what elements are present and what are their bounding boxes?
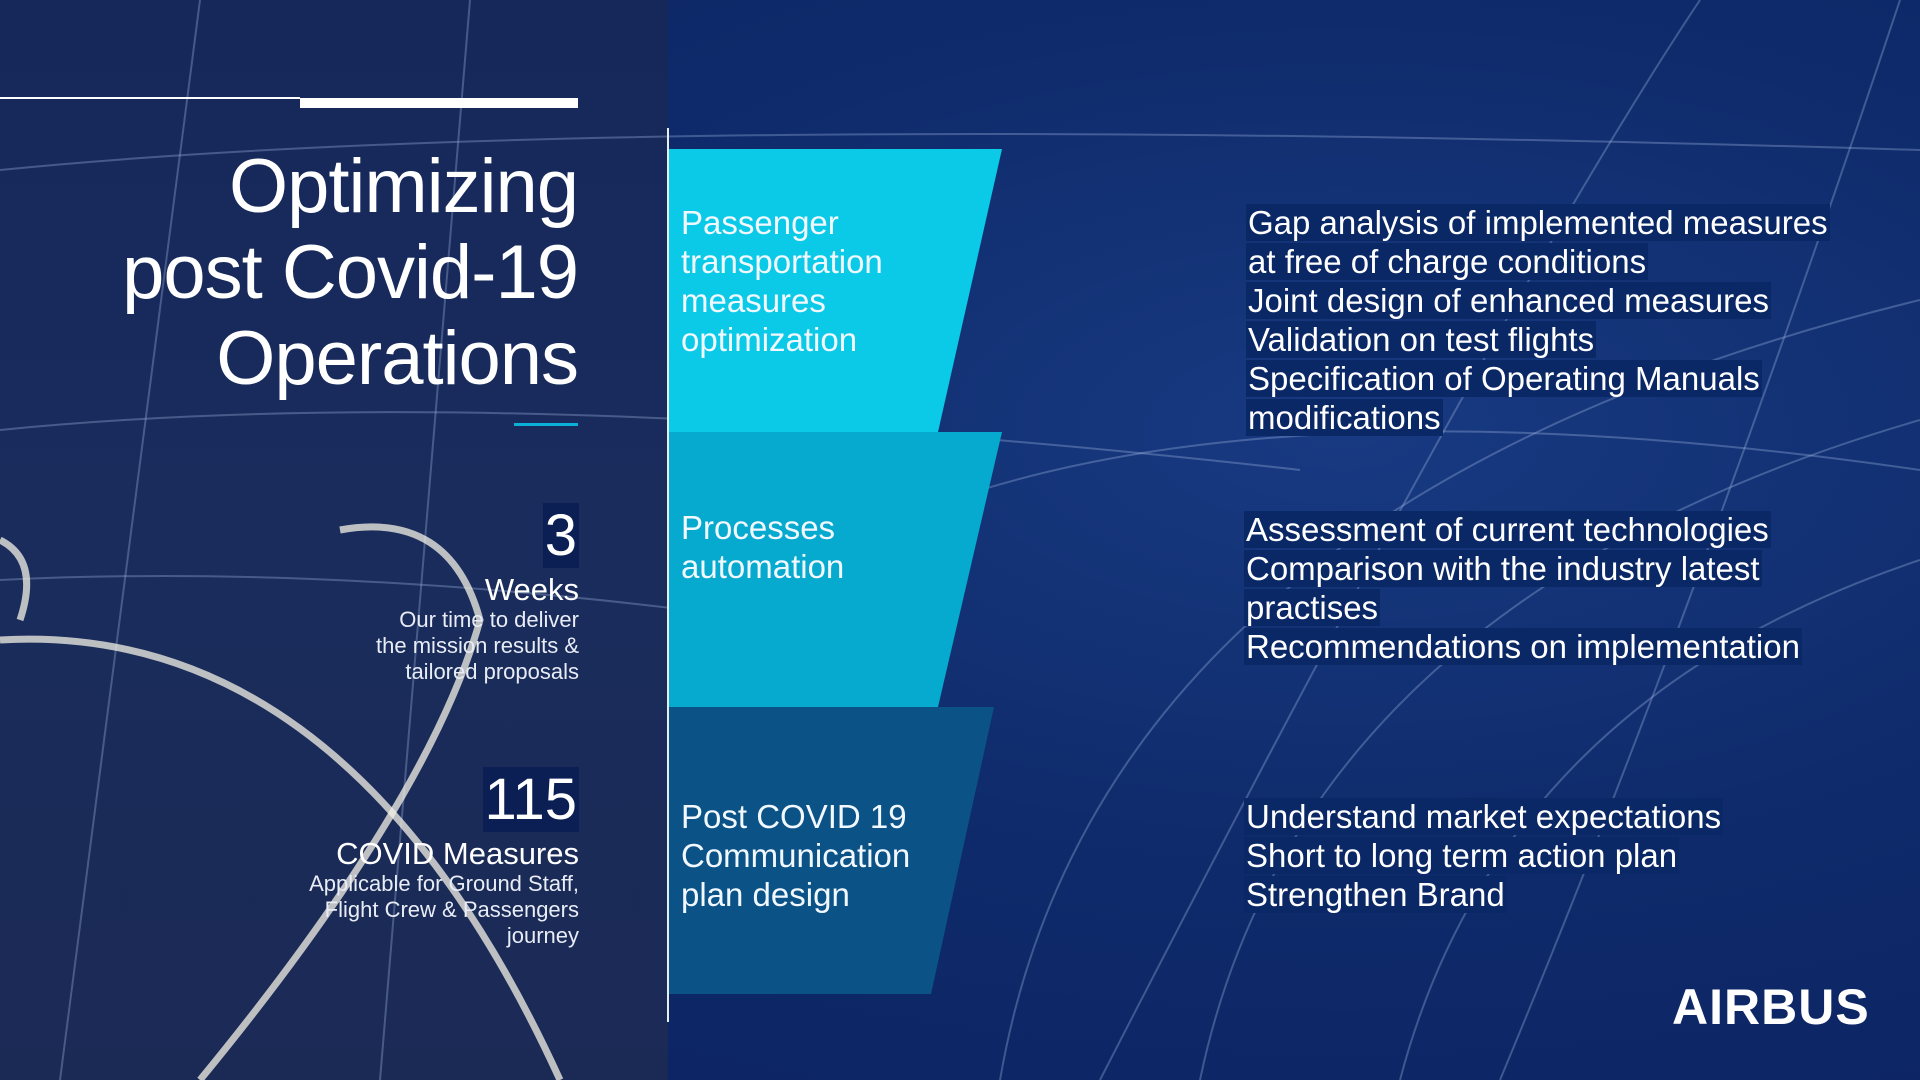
detail-item: Assessment of current technologies xyxy=(1244,511,1771,548)
funnel-stage-3 xyxy=(669,707,994,994)
detail-item: Comparison with the industry latest xyxy=(1244,550,1762,587)
stage-label-passenger: Passenger transportation measures optimi… xyxy=(681,204,883,358)
stat-weeks: 3 Weeks Our time to deliver the mission … xyxy=(376,503,579,685)
stage-3-details: Understand market expectations Short to … xyxy=(1244,797,1724,914)
stage-2-details: Assessment of current technologies Compa… xyxy=(1244,510,1802,666)
detail-item: Joint design of enhanced measures xyxy=(1246,282,1772,319)
title-underline-accent xyxy=(514,423,578,426)
stage-label-communication: Post COVID 19 Communication plan design xyxy=(681,798,911,913)
top-thin-line xyxy=(0,97,300,99)
detail-item: practises xyxy=(1244,589,1381,626)
detail-item: Gap analysis of implemented measures xyxy=(1246,204,1830,241)
stat-number: 3 xyxy=(542,503,579,568)
stage-label-automation: Processes automation xyxy=(681,509,845,585)
detail-item: Specification of Operating Manuals xyxy=(1246,360,1762,397)
stage-1-details: Gap analysis of implemented measures at … xyxy=(1246,203,1830,437)
detail-item: at free of charge conditions xyxy=(1246,243,1649,280)
page-title: Optimizing post Covid-19 Operations xyxy=(122,144,579,401)
funnel-stage-1 xyxy=(669,149,1002,432)
stat-number: 115 xyxy=(482,767,579,832)
stat-description: Our time to deliver the mission results … xyxy=(376,607,579,684)
stat-description: Applicable for Ground Staff, Flight Crew… xyxy=(309,871,579,948)
detail-item: Understand market expectations xyxy=(1244,798,1724,835)
stat-label: COVID Measures xyxy=(336,836,579,871)
stat-label: Weeks xyxy=(484,572,579,607)
detail-item: Validation on test flights xyxy=(1246,321,1597,358)
vertical-divider xyxy=(667,128,669,1022)
detail-item: Strengthen Brand xyxy=(1244,876,1507,913)
detail-item: Short to long term action plan xyxy=(1244,837,1680,874)
funnel-stage-2 xyxy=(669,432,1002,707)
detail-item: Recommendations on implementation xyxy=(1244,628,1802,665)
stat-covid-measures: 115 COVID Measures Applicable for Ground… xyxy=(309,767,579,949)
detail-item: modifications xyxy=(1246,399,1443,436)
airbus-logo: AIRBUS xyxy=(1672,979,1870,1035)
top-accent-bar xyxy=(300,98,578,108)
